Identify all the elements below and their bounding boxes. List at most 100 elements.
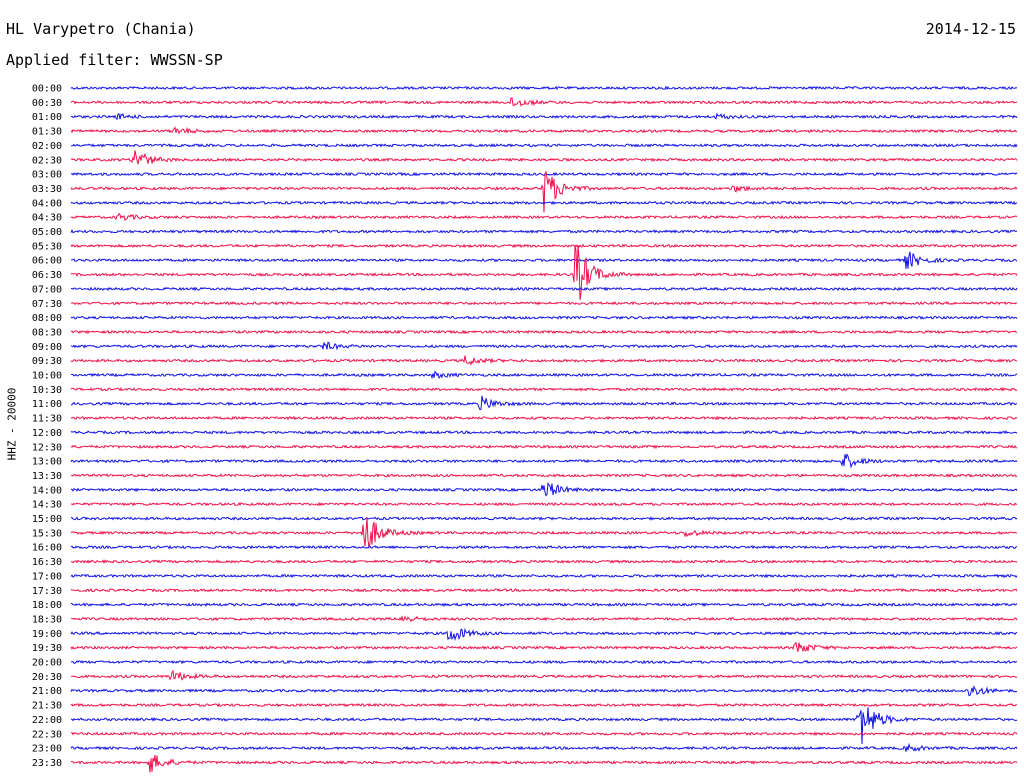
trace-1400 [70, 481, 1018, 497]
row-time-label: 20:00 [32, 658, 62, 669]
trace-0500 [70, 229, 1018, 234]
row-time-label: 02:00 [32, 141, 62, 152]
trace-0400 [70, 200, 1018, 206]
row-time-label: 20:30 [32, 672, 62, 683]
row-time-label: 18:30 [32, 614, 62, 625]
trace-1230 [70, 444, 1017, 450]
trace-0930 [70, 355, 1018, 366]
trace-0000 [70, 85, 1018, 91]
row-time-label: 01:30 [32, 127, 62, 138]
trace-1730 [70, 587, 1018, 593]
trace-2300 [70, 742, 1018, 752]
trace-0900 [70, 341, 1018, 351]
row-time-label: 04:30 [32, 213, 62, 224]
row-time-label: 00:30 [32, 98, 62, 109]
trace-0130 [70, 126, 1018, 135]
trace-0100 [70, 112, 1018, 121]
row-time-label: 05:00 [32, 227, 62, 238]
trace-1530 [70, 517, 1018, 548]
trace-0700 [70, 286, 1018, 292]
trace-1600 [70, 544, 1018, 550]
row-time-label: 10:00 [32, 371, 62, 382]
trace-1000 [70, 370, 1018, 380]
trace-2130 [70, 702, 1018, 708]
trace-1800 [70, 602, 1018, 608]
date-label: 2014-12-15 [925, 20, 1016, 38]
trace-1030 [70, 386, 1018, 392]
row-time-label: 07:00 [32, 284, 62, 295]
row-time-label: 17:30 [32, 586, 62, 597]
trace-0530 [70, 243, 1018, 249]
row-time-label: 01:00 [32, 112, 62, 123]
row-time-label: 09:00 [32, 342, 62, 353]
row-time-label: 12:00 [32, 428, 62, 439]
row-time-label: 17:00 [32, 571, 62, 582]
trace-0030 [70, 97, 1018, 107]
trace-0600 [70, 251, 1018, 269]
row-time-label: 10:30 [32, 385, 62, 396]
row-time-label: 22:00 [32, 715, 62, 726]
trace-1700 [70, 573, 1018, 579]
trace-1300 [70, 453, 1018, 469]
row-time-label: 21:30 [32, 701, 62, 712]
row-time-label: 18:00 [32, 600, 62, 611]
row-time-label: 00:00 [32, 84, 62, 95]
trace-1930 [70, 641, 1018, 653]
row-time-label: 11:00 [32, 399, 62, 410]
filter-label: Applied filter: WWSSN-SP [6, 51, 223, 69]
trace-0830 [70, 329, 1018, 335]
row-time-label: 03:00 [32, 170, 62, 181]
trace-0430 [70, 212, 1018, 222]
trace-2030 [70, 669, 1018, 681]
row-time-label: 19:00 [32, 629, 62, 640]
trace-2200 [70, 707, 1018, 745]
trace-2100 [70, 685, 1018, 697]
trace-2230 [70, 731, 1018, 737]
row-time-label: 02:30 [32, 155, 62, 166]
row-time-label: 16:00 [32, 543, 62, 554]
trace-1200 [70, 430, 1018, 435]
trace-0300 [70, 171, 1018, 177]
row-time-label: 05:30 [32, 241, 62, 252]
row-time-label: 21:00 [32, 686, 62, 697]
row-time-label: 19:30 [32, 643, 62, 654]
trace-2330 [70, 754, 1018, 773]
row-time-label: 22:30 [32, 729, 62, 740]
row-time-label: 12:30 [32, 442, 62, 453]
row-time-label: 09:30 [32, 356, 62, 367]
trace-1330 [70, 473, 1018, 478]
row-time-label: 04:00 [32, 198, 62, 209]
traces [70, 85, 1018, 773]
trace-1830 [70, 615, 1018, 623]
row-time-label: 07:30 [32, 299, 62, 310]
row-time-label: 08:30 [32, 327, 62, 338]
row-time-label: 14:30 [32, 500, 62, 511]
trace-1430 [70, 501, 1018, 507]
row-time-label: 23:30 [32, 758, 62, 769]
trace-1130 [70, 415, 1018, 421]
row-time-label: 16:30 [32, 557, 62, 568]
row-time-label: 06:30 [32, 270, 62, 281]
trace-2000 [70, 659, 1018, 665]
trace-0630 [70, 244, 1018, 300]
row-time-label: 15:00 [32, 514, 62, 525]
row-time-label: 13:30 [32, 471, 62, 482]
row-time-label: 13:00 [32, 457, 62, 468]
trace-0730 [70, 300, 1018, 306]
row-time-label: 03:30 [32, 184, 62, 195]
trace-0230 [70, 150, 1018, 165]
trace-0200 [70, 143, 1018, 148]
time-labels: 00:00 00:30 01:00 01:30 02:00 02:30 03:00 03:30… [32, 84, 62, 769]
trace-1900 [70, 627, 1018, 642]
row-time-label: 15:30 [32, 528, 62, 539]
row-time-label: 14:00 [32, 485, 62, 496]
trace-1100 [71, 395, 1018, 411]
row-time-label: 08:00 [32, 313, 62, 324]
trace-0330 [70, 171, 1018, 213]
trace-1500 [70, 516, 1018, 521]
station-title: HL Varypetro (Chania) [6, 20, 196, 38]
row-time-label: 11:30 [32, 414, 62, 425]
row-time-label: 06:00 [32, 256, 62, 267]
trace-0800 [70, 315, 1018, 320]
